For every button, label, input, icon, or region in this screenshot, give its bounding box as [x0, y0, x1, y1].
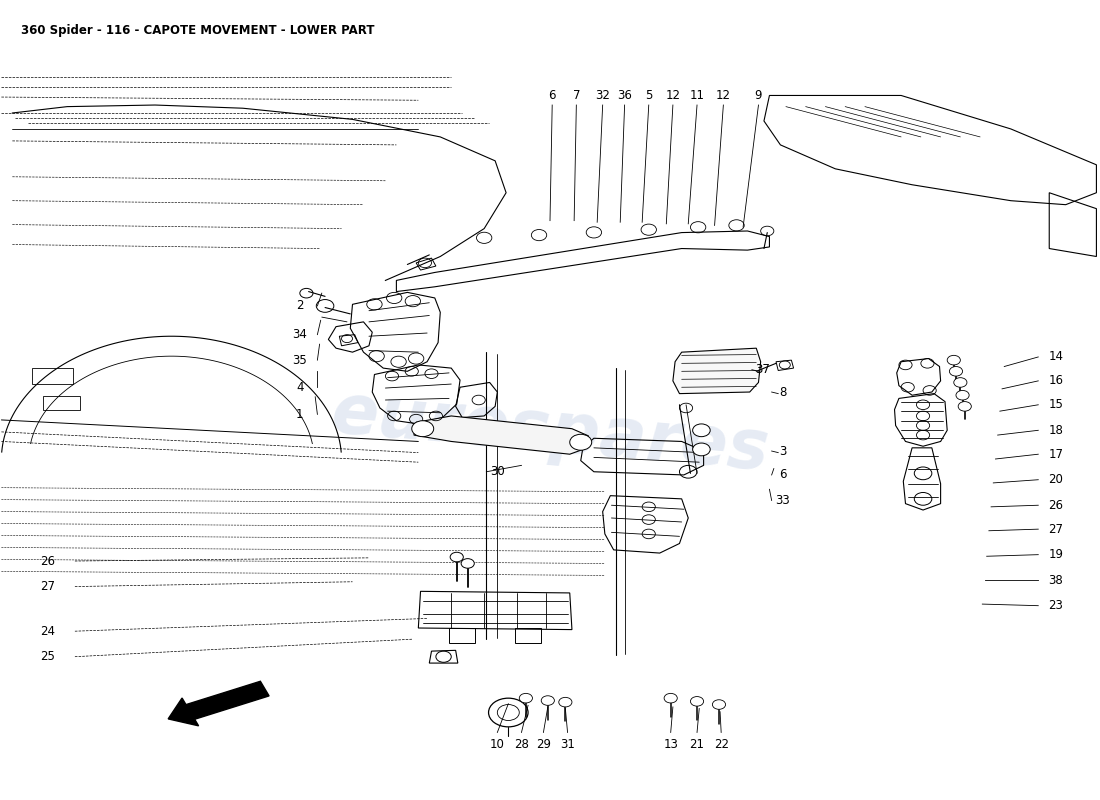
Circle shape [450, 552, 463, 562]
Text: 6: 6 [779, 469, 786, 482]
Text: 6: 6 [549, 89, 556, 102]
Text: 30: 30 [490, 466, 505, 478]
Text: 28: 28 [514, 738, 529, 751]
Circle shape [570, 434, 592, 450]
Circle shape [664, 694, 678, 703]
Text: 29: 29 [536, 738, 551, 751]
Circle shape [461, 558, 474, 568]
Text: 27: 27 [40, 580, 55, 593]
Text: 8: 8 [779, 386, 786, 398]
Circle shape [411, 421, 433, 437]
Text: 23: 23 [1048, 599, 1064, 612]
Text: 26: 26 [40, 554, 55, 567]
Text: 27: 27 [1048, 522, 1064, 536]
Text: 32: 32 [595, 89, 610, 102]
Text: 360 Spider - 116 - CAPOTE MOVEMENT - LOWER PART: 360 Spider - 116 - CAPOTE MOVEMENT - LOW… [21, 24, 375, 37]
Text: 17: 17 [1048, 448, 1064, 461]
Circle shape [954, 378, 967, 387]
Text: 16: 16 [1048, 374, 1064, 387]
Text: 4: 4 [296, 381, 304, 394]
Text: 5: 5 [645, 89, 652, 102]
Text: 20: 20 [1048, 474, 1064, 486]
Circle shape [691, 697, 704, 706]
Circle shape [693, 424, 711, 437]
Text: 9: 9 [755, 89, 762, 102]
Text: 3: 3 [779, 445, 786, 458]
Text: 24: 24 [40, 625, 55, 638]
Circle shape [947, 355, 960, 365]
Text: 7: 7 [573, 89, 580, 102]
Text: 18: 18 [1048, 424, 1064, 437]
Circle shape [956, 390, 969, 400]
Text: 2: 2 [296, 299, 304, 313]
Text: 12: 12 [666, 89, 681, 102]
Circle shape [713, 700, 726, 710]
Text: 21: 21 [690, 738, 704, 751]
Text: 34: 34 [293, 328, 307, 341]
Text: 11: 11 [690, 89, 704, 102]
Circle shape [519, 694, 532, 703]
Text: 14: 14 [1048, 350, 1064, 363]
Text: eurospares: eurospares [328, 379, 772, 485]
Circle shape [541, 696, 554, 706]
Text: 15: 15 [1048, 398, 1064, 411]
Text: 37: 37 [756, 363, 770, 376]
Text: 38: 38 [1048, 574, 1064, 586]
Polygon shape [414, 416, 588, 454]
Circle shape [559, 698, 572, 707]
Text: 25: 25 [40, 650, 55, 663]
Circle shape [958, 402, 971, 411]
Text: 13: 13 [663, 738, 678, 751]
Text: 36: 36 [617, 89, 632, 102]
Text: 31: 31 [560, 738, 575, 751]
Text: 19: 19 [1048, 548, 1064, 561]
Text: 1: 1 [296, 408, 304, 421]
Text: 33: 33 [776, 494, 790, 507]
FancyArrow shape [168, 682, 270, 726]
Text: 10: 10 [490, 738, 505, 751]
Circle shape [693, 443, 711, 456]
Text: 26: 26 [1048, 498, 1064, 512]
Polygon shape [673, 348, 761, 394]
Text: 22: 22 [714, 738, 728, 751]
Text: 35: 35 [293, 354, 307, 366]
Circle shape [949, 366, 962, 376]
Text: 12: 12 [716, 89, 730, 102]
